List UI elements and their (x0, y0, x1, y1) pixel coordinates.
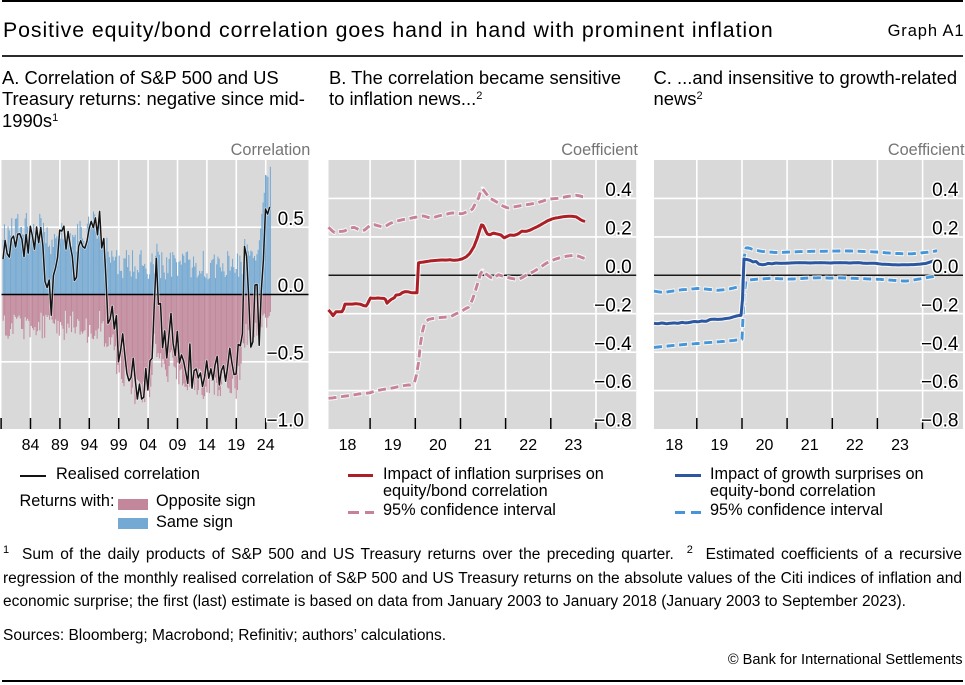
svg-text:0.0: 0.0 (278, 276, 304, 297)
svg-text:−0.8: −0.8 (594, 411, 632, 432)
svg-text:0.2: 0.2 (932, 219, 958, 240)
svg-text:−0.4: −0.4 (594, 334, 632, 355)
svg-text:22: 22 (519, 437, 537, 454)
svg-text:24: 24 (257, 437, 275, 454)
svg-text:89: 89 (51, 437, 69, 454)
svg-text:19: 19 (711, 437, 729, 454)
svg-text:−0.2: −0.2 (921, 295, 959, 316)
svg-text:0.0: 0.0 (605, 257, 631, 278)
svg-text:84: 84 (22, 437, 40, 454)
svg-text:09: 09 (169, 437, 187, 454)
svg-text:−0.8: −0.8 (921, 411, 959, 432)
svg-text:04: 04 (139, 437, 157, 454)
svg-text:−0.5: −0.5 (266, 343, 304, 364)
svg-text:0.0: 0.0 (932, 257, 958, 278)
svg-text:99: 99 (110, 437, 128, 454)
svg-text:94: 94 (80, 437, 98, 454)
svg-text:−0.4: −0.4 (921, 334, 959, 355)
svg-text:−0.6: −0.6 (594, 372, 632, 393)
svg-text:21: 21 (801, 437, 819, 454)
svg-text:0.4: 0.4 (605, 180, 632, 201)
svg-text:0.5: 0.5 (278, 209, 304, 230)
svg-text:19: 19 (384, 437, 402, 454)
svg-text:18: 18 (339, 437, 357, 454)
svg-text:0.4: 0.4 (932, 180, 959, 201)
svg-text:21: 21 (474, 437, 492, 454)
svg-text:20: 20 (429, 437, 447, 454)
svg-text:−0.6: −0.6 (921, 372, 959, 393)
svg-text:23: 23 (891, 437, 909, 454)
svg-text:−1.0: −1.0 (266, 411, 304, 432)
svg-text:23: 23 (565, 437, 583, 454)
svg-text:18: 18 (665, 437, 683, 454)
svg-text:14: 14 (198, 437, 216, 454)
svg-text:20: 20 (756, 437, 774, 454)
svg-text:19: 19 (227, 437, 245, 454)
svg-text:−0.2: −0.2 (594, 295, 632, 316)
svg-text:0.2: 0.2 (605, 219, 631, 240)
svg-text:22: 22 (846, 437, 864, 454)
